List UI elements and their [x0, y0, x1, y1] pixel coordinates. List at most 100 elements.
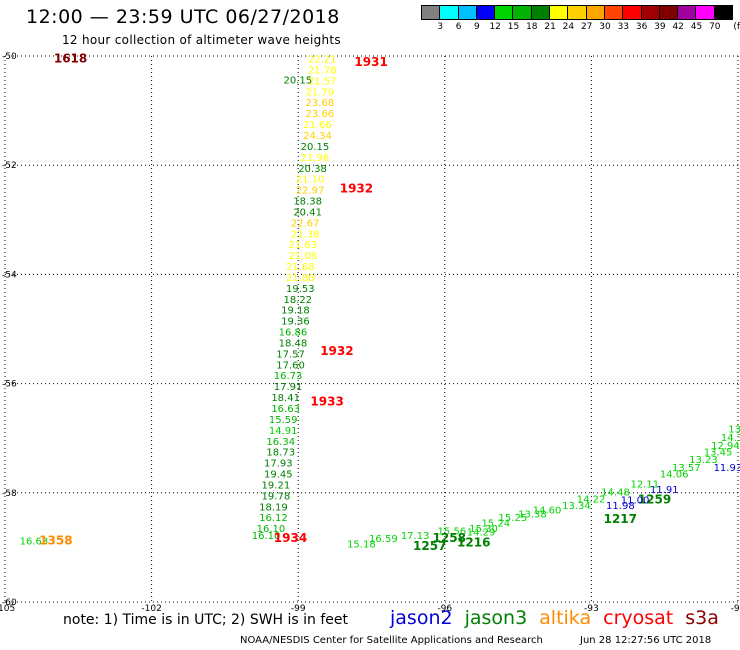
- wave-height-label: 22.67: [291, 218, 320, 229]
- wave-height-label: 21.88: [286, 273, 315, 284]
- wave-height-label: 24.34: [303, 131, 332, 142]
- wave-height-label: 16.10: [257, 524, 286, 535]
- wave-height-label: 16.12: [259, 513, 288, 524]
- wave-height-label: 21.66: [303, 120, 332, 131]
- wave-height-label: 15.59: [269, 415, 298, 426]
- wave-height-label: 21.79: [306, 87, 335, 98]
- wave-height-label: 18.19: [259, 502, 288, 513]
- colorbar: [421, 5, 734, 20]
- wave-height-label: 17.57: [276, 349, 305, 360]
- colorbar-cell: [512, 5, 532, 20]
- x-tick-label: -90: [731, 604, 740, 614]
- track-wave-label: 14.48: [601, 488, 630, 499]
- wave-height-label: 21.57: [308, 76, 337, 87]
- legend-altika: altika: [539, 607, 592, 629]
- colorbar-cell: [640, 5, 660, 20]
- y-tick-label: -56: [2, 380, 17, 390]
- colorbar-label: 3: [437, 22, 444, 32]
- track-wave-label: 13.23: [689, 455, 718, 466]
- y-tick-label: -58: [2, 489, 17, 499]
- note-text: note: 1) Time is in UTC; 2) SWH is in fe…: [63, 612, 349, 628]
- wave-height-label: 21.10: [296, 175, 325, 186]
- wave-height-label: 18.73: [266, 448, 295, 459]
- track-wave-label: 13.4: [728, 425, 740, 436]
- colorbar-cell: [677, 5, 697, 20]
- wave-height-label: 20.41: [293, 207, 322, 218]
- colorbar-cell: [475, 5, 496, 20]
- colorbar-cell: [713, 5, 734, 20]
- time-label: 1933: [310, 394, 343, 408]
- colorbar-label: 39: [654, 22, 666, 32]
- series-point-label: 11.00: [621, 496, 650, 507]
- wave-height-label: 22.97: [296, 186, 325, 197]
- wave-height-label: 20.38: [298, 164, 327, 175]
- series-point-label: 11.93: [714, 463, 740, 474]
- track-wave-label: 16.63: [20, 537, 49, 548]
- colorbar-cell: [603, 5, 624, 20]
- time-label: 1932: [340, 182, 373, 196]
- legend-jason2: jason2: [390, 607, 453, 629]
- colorbar-label: 6: [455, 22, 462, 32]
- colorbar-label: 9: [474, 22, 480, 32]
- colorbar-label: 24: [562, 22, 575, 32]
- track-wave-label: 13.34: [562, 501, 591, 512]
- colorbar-label: 27: [580, 22, 593, 32]
- wave-height-label: 21.38: [291, 229, 320, 240]
- wave-height-label: 18.41: [271, 393, 300, 404]
- x-tick-label: -102: [141, 604, 161, 614]
- colorbar-label: 21: [544, 22, 556, 32]
- wave-height-label: 21.96: [301, 153, 330, 164]
- wave-height-label: 19.53: [286, 284, 315, 295]
- time-label: 1931: [354, 55, 387, 69]
- page-title: 12:00 — 23:59 UTC 06/27/2018: [26, 6, 340, 28]
- wave-height-label: 19.45: [264, 470, 293, 481]
- wave-height-label: 23.66: [306, 109, 335, 120]
- track-wave-label: 15.25: [499, 513, 528, 524]
- footer-credit: NOAA/NESDIS Center for Satellite Applica…: [240, 635, 543, 646]
- wave-height-label: 19.18: [281, 306, 310, 317]
- colorbar-unit: (ft): [733, 22, 740, 32]
- colorbar-cell: [622, 5, 642, 20]
- legend-s3a: s3a: [685, 607, 719, 629]
- track-wave-label: 17.13: [401, 531, 430, 542]
- time-label: 1216: [457, 535, 490, 549]
- colorbar-label: 12: [489, 22, 501, 32]
- wave-height-label: 18.48: [279, 338, 308, 349]
- track-wave-label: 14.29: [467, 527, 496, 538]
- colorbar-cell: [530, 5, 551, 20]
- track-wave-label: 12.94: [711, 441, 740, 452]
- colorbar-cell: [585, 5, 605, 20]
- page-subtitle: 12 hour collection of altimeter wave hei…: [62, 33, 341, 47]
- colorbar-cell: [567, 5, 587, 20]
- wave-height-label: 17.91: [274, 382, 303, 393]
- colorbar-cell: [421, 5, 441, 20]
- track-wave-label: 15.24: [481, 519, 510, 530]
- wave-height-label: 16.63: [271, 404, 300, 415]
- track-wave-label: 14.22: [577, 495, 606, 506]
- series-point-label: 11.91: [650, 485, 679, 496]
- colorbar-label: 18: [526, 22, 538, 32]
- wave-height-label: 16.86: [279, 328, 308, 339]
- colorbar-cell: [457, 5, 477, 20]
- time-label: 1618: [54, 52, 87, 66]
- track-wave-label: 14.06: [660, 470, 689, 481]
- colorbar-cell: [439, 5, 459, 20]
- track-wave-label: 14.31: [721, 433, 740, 444]
- wave-height-label: 17.60: [276, 360, 305, 371]
- colorbar-label: 70: [709, 22, 721, 32]
- track-wave-label: 13.38: [518, 509, 547, 520]
- track-wave-label: 13.57: [672, 463, 701, 474]
- colorbar-label: 30: [599, 22, 611, 32]
- legend-cryosat: cryosat: [603, 607, 674, 629]
- x-tick-label: -93: [584, 604, 599, 614]
- time-label: 1932: [320, 344, 353, 358]
- track-wave-label: 13.45: [704, 448, 733, 459]
- colorbar-label: 33: [617, 22, 630, 32]
- colorbar-cell: [494, 5, 514, 20]
- time-label: 1217: [604, 512, 637, 526]
- x-tick-label: -96: [437, 604, 452, 614]
- colorbar-cell: [658, 5, 679, 20]
- legend-jason3: jason3: [464, 607, 528, 629]
- track-wave-label: 15.18: [347, 539, 376, 550]
- wave-height-label: 19.21: [262, 480, 291, 491]
